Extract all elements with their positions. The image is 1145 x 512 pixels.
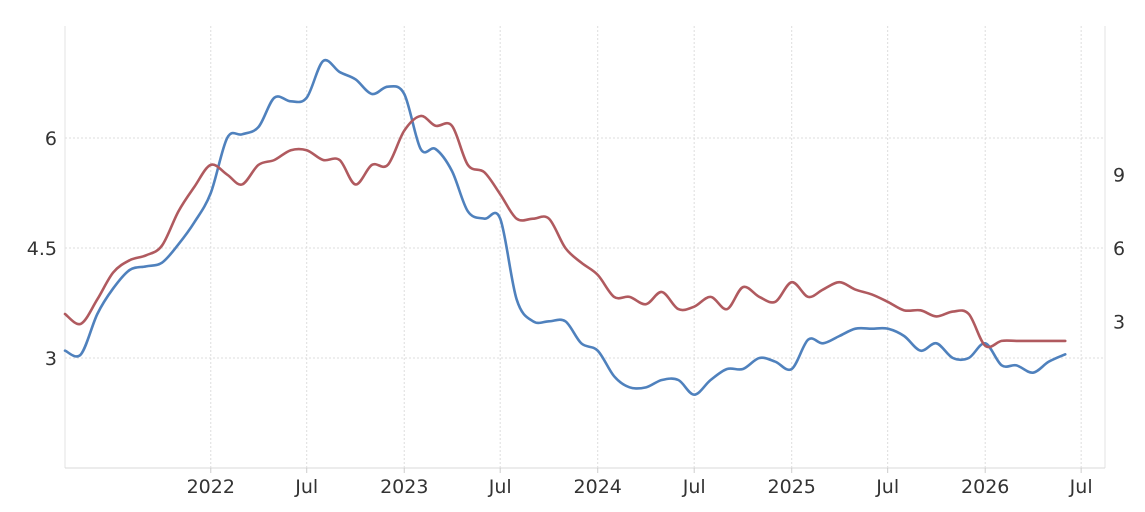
x-tick-label: Jul xyxy=(1069,476,1093,498)
x-tick-label: 2022 xyxy=(187,476,235,498)
x-tick-label: 2023 xyxy=(380,476,428,498)
x-tick-label: 2024 xyxy=(574,476,622,498)
y-left-tick-label: 4.5 xyxy=(27,238,57,260)
x-tick-label: 2025 xyxy=(768,476,816,498)
y-right-tick-label: 6 xyxy=(1113,238,1125,260)
chart-grid xyxy=(65,26,1105,468)
series-line-blue xyxy=(63,58,1067,396)
y-right-tick-label: 3 xyxy=(1113,311,1125,333)
x-tick-label: Jul xyxy=(294,476,318,498)
y-left-tick-label: 3 xyxy=(45,348,57,370)
x-tick-label: Jul xyxy=(488,476,512,498)
chart-series xyxy=(63,58,1067,396)
y-right-tick-label: 9 xyxy=(1113,165,1125,187)
x-tick-label: 2026 xyxy=(961,476,1009,498)
y-left-tick-label: 6 xyxy=(45,128,57,150)
x-tick-label: Jul xyxy=(875,476,899,498)
series-line-red xyxy=(63,114,1067,349)
x-tick-label: Jul xyxy=(682,476,706,498)
chart-axes: 3 4.5 6 3 6 9 2022 Jul 2023 Jul 2024 Jul 2025 Jul 2026… xyxy=(27,26,1125,498)
